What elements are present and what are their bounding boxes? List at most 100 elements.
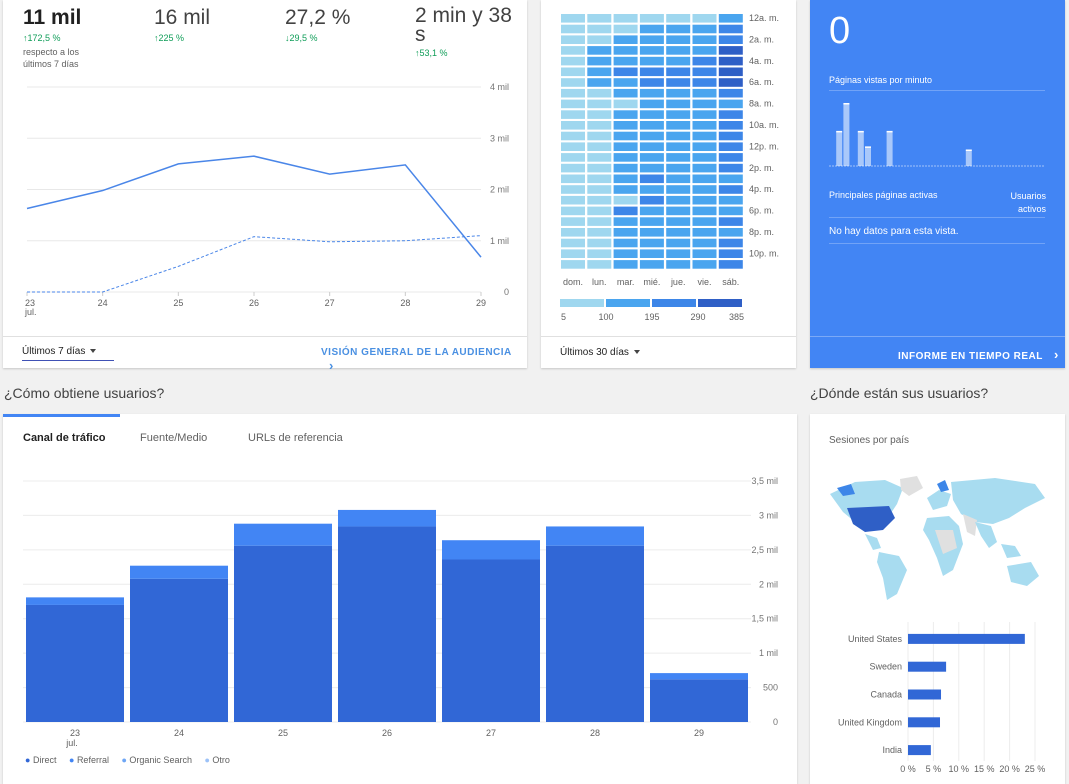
chevron-right-icon: › xyxy=(1054,347,1059,362)
heatmap-cell xyxy=(587,174,612,184)
top-pages-label: Principales páginas activas xyxy=(829,190,938,200)
heatmap-cell xyxy=(718,35,743,44)
heatmap-cell xyxy=(561,56,585,66)
sessions-by-country-title: Sesiones por país xyxy=(829,435,910,446)
heatmap-cell xyxy=(666,260,691,269)
heatmap-cell xyxy=(639,56,664,66)
heatmap-cell xyxy=(718,195,743,205)
heatmap-cell xyxy=(666,249,691,258)
bar-referral xyxy=(546,526,644,546)
date-range-dropdown[interactable]: Últimos 7 días xyxy=(22,346,114,361)
realtime-report-link[interactable]: INFORME EN TIEMPO REAL › xyxy=(898,347,1059,362)
heatmap-cell xyxy=(561,260,585,269)
heatmap-cell xyxy=(587,121,612,130)
heatmap-chart: 12a. m. 2a. m. 4a. m. 6a. m. 8a. m. 10a. m. 12… xyxy=(560,13,779,322)
hour-label: 4a. m. xyxy=(749,56,774,66)
day-label: jue. xyxy=(670,277,686,287)
legend-organic-search[interactable]: ● Organic Search xyxy=(121,755,192,765)
x-tick-label: 28 xyxy=(590,728,600,738)
x-tick-label: 23 xyxy=(70,728,80,738)
heatmap-cell xyxy=(613,131,638,141)
heatmap-cell xyxy=(718,67,743,77)
divider xyxy=(810,336,1065,337)
metric-sessions-change: 225 % xyxy=(158,33,185,43)
country-label: India xyxy=(882,745,902,755)
heatmap-cell xyxy=(639,260,664,269)
divider xyxy=(829,217,1045,218)
legend-referral[interactable]: ● Referral xyxy=(68,755,109,765)
legend-other[interactable]: ● Otro xyxy=(204,755,230,765)
heatmap-cell xyxy=(718,46,743,55)
bar-referral xyxy=(130,565,228,579)
heatmap-cell xyxy=(561,238,585,248)
bar-referral xyxy=(338,509,436,527)
heatmap-cell xyxy=(587,56,612,66)
heatmap-cell xyxy=(718,153,743,162)
heatmap-date-range-dropdown[interactable]: Últimos 30 días xyxy=(560,347,640,358)
audience-overview-link[interactable]: VISIÓN GENERAL DE LA AUDIENCIA › xyxy=(321,347,527,373)
heatmap-cell xyxy=(613,46,638,55)
audience-overview-card: 11 mil ↑172,5 % respecto a los últimos 7… xyxy=(3,0,527,373)
heatmap-cell xyxy=(587,206,612,216)
heatmap-cell xyxy=(666,14,691,23)
tab-referral-urls[interactable]: URLs de referencia xyxy=(248,432,343,444)
heatmap-cell xyxy=(613,99,638,109)
day-label: mar. xyxy=(617,277,635,287)
heatmap-cell xyxy=(718,56,743,66)
heatmap-cell xyxy=(718,78,743,87)
y-tick-label: 4 mil xyxy=(490,82,509,92)
heatmap-cell xyxy=(718,110,743,119)
tab-source-medium[interactable]: Fuente/Medio xyxy=(140,432,208,444)
heatmap-cell xyxy=(666,46,691,55)
y-tick-label: 3 mil xyxy=(759,510,778,520)
heatmap-cell xyxy=(561,24,585,34)
heatmap-cell xyxy=(639,206,664,216)
day-label: dom. xyxy=(563,277,583,287)
bar-referral xyxy=(650,673,748,680)
x-tick-label: 24 xyxy=(174,728,184,738)
heatmap-cell xyxy=(613,110,638,119)
heatmap-cell xyxy=(718,24,743,34)
pageview-bar xyxy=(886,131,893,166)
heatmap-cell xyxy=(692,78,717,87)
bar-referral xyxy=(234,523,332,546)
tab-traffic-channel[interactable]: Canal de tráfico xyxy=(23,432,106,444)
heatmap-cell xyxy=(692,67,717,77)
heatmap-cell xyxy=(692,195,717,205)
bar-referral xyxy=(26,597,124,605)
world-map[interactable] xyxy=(825,474,1050,604)
pageview-bar-cap xyxy=(836,130,843,133)
x-tick-label: 29 xyxy=(694,728,704,738)
active-users-column-label: Usuarios activos xyxy=(1010,191,1046,214)
heatmap-cell xyxy=(718,217,743,226)
heatmap-cell xyxy=(718,238,743,248)
heatmap-cell xyxy=(639,35,664,44)
heatmap-cell xyxy=(561,88,585,98)
metric-session-duration[interactable]: 2 min y 38 s ↑53,1 % xyxy=(415,5,515,58)
x-tick-label: 15 % xyxy=(974,764,995,774)
country-label: United States xyxy=(848,634,903,644)
y-tick-label: 500 xyxy=(763,683,778,693)
heatmap-cell xyxy=(666,238,691,248)
pageview-bar-cap xyxy=(965,149,972,151)
heatmap-cell xyxy=(639,67,664,77)
hour-label: 12p. m. xyxy=(749,141,779,151)
country-bar xyxy=(908,633,1025,644)
heatmap-cell xyxy=(587,238,612,248)
arrow-up-icon: ↑ xyxy=(23,33,28,43)
metric-users[interactable]: 11 mil ↑172,5 % respecto a los últimos 7… xyxy=(23,6,143,70)
heatmap-cell xyxy=(587,14,612,23)
metric-sessions[interactable]: 16 mil ↑225 % xyxy=(154,6,274,43)
heatmap-cell xyxy=(718,174,743,184)
heatmap-cell xyxy=(561,142,585,151)
x-tick-label: 23 xyxy=(25,298,35,308)
heatmap-cell xyxy=(718,131,743,141)
legend-direct[interactable]: ● Direct xyxy=(25,755,57,765)
heatmap-cell xyxy=(587,131,612,141)
arrow-up-icon: ↑ xyxy=(415,48,420,58)
metric-bounce-value: 27,2 % xyxy=(285,6,351,29)
day-label: lun. xyxy=(592,277,607,287)
metric-bounce-rate[interactable]: 27,2 % ↓29,5 % xyxy=(285,6,405,43)
bar-direct xyxy=(130,578,228,722)
country-bar xyxy=(908,661,947,672)
